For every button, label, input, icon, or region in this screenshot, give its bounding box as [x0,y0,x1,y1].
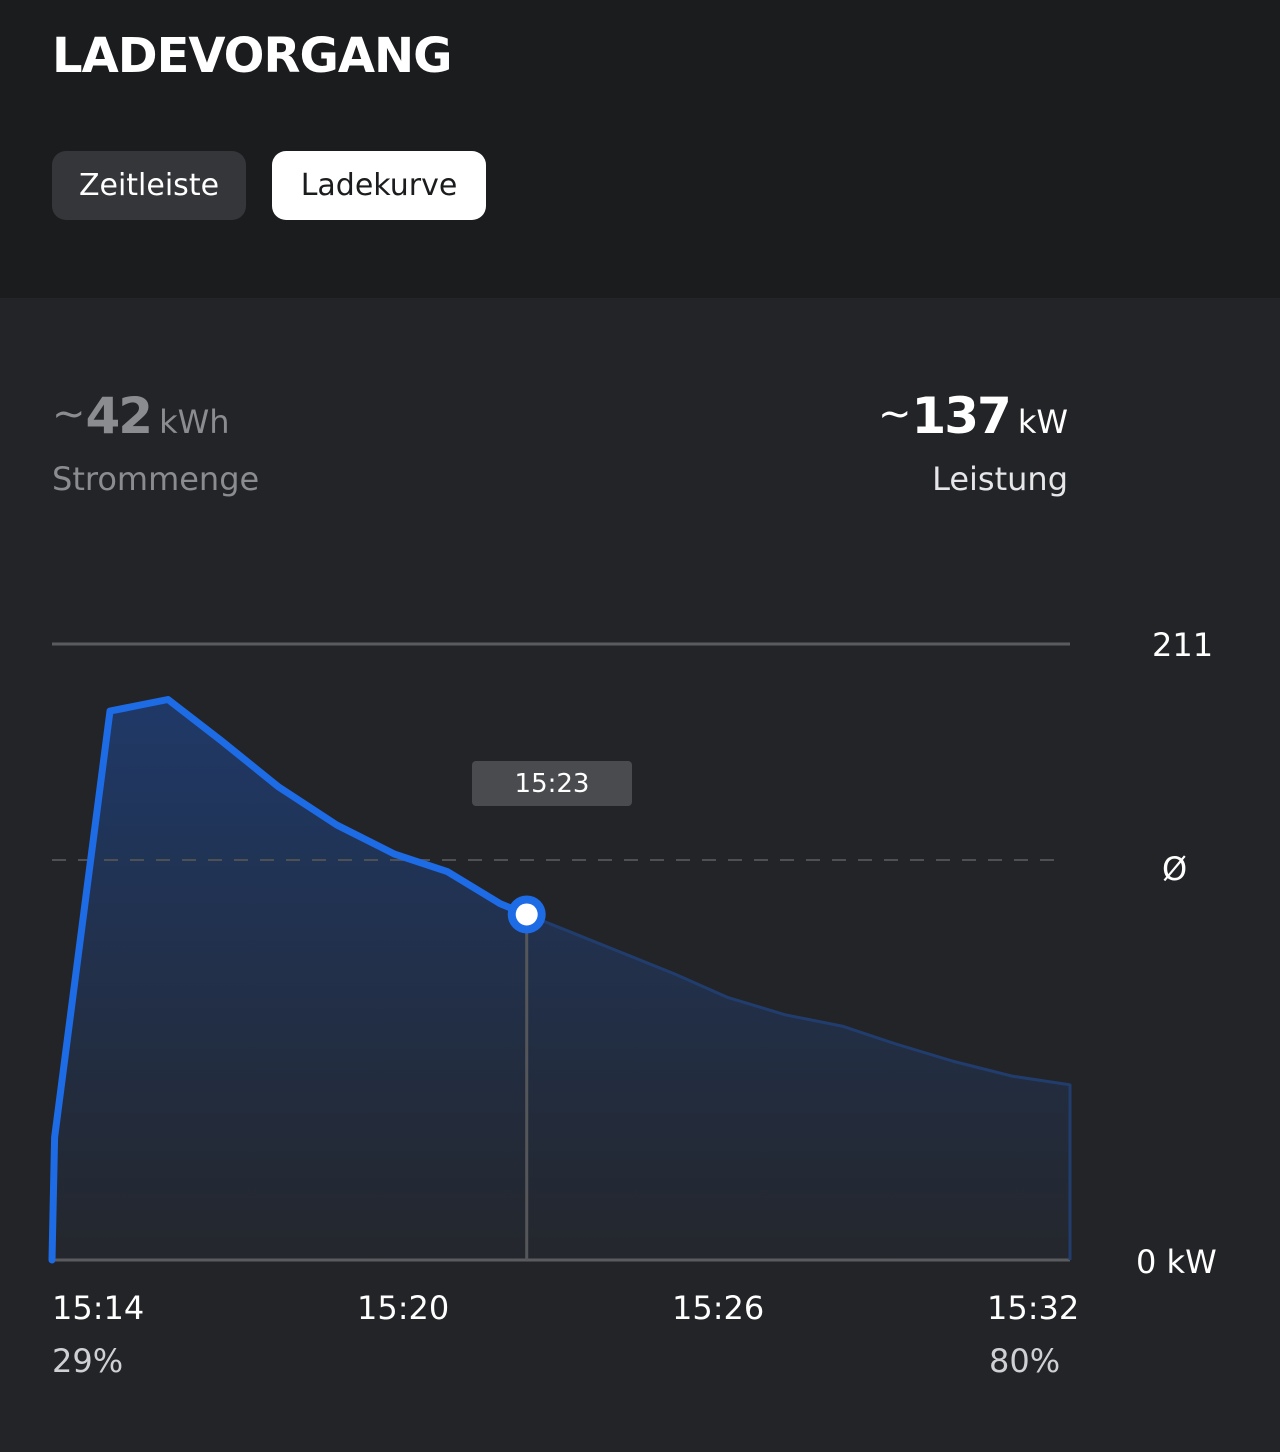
tab-ladekurve[interactable]: Ladekurve [272,151,486,220]
energy-prefix: ~ [52,391,86,437]
energy-unit: kWh [159,403,230,441]
energy-stat: ~42 kWh Strommenge [52,384,259,498]
y-label-average: Ø [1162,850,1188,888]
x-label-3: 15:26 [672,1289,765,1327]
soc-start: 29% [52,1342,124,1380]
power-stat: ~137 kW Leistung [878,384,1068,498]
soc-end: 80% [989,1342,1061,1380]
header: LADEVORGANG Zeitleiste Ladekurve [0,0,1280,298]
energy-label: Strommenge [52,460,260,498]
energy-value: 42 [85,387,154,445]
page-title: LADEVORGANG [52,28,453,84]
time-tooltip: 15:23 [472,761,632,806]
x-label-start: 15:14 [52,1289,145,1327]
x-label-2: 15:20 [357,1289,450,1327]
chart-line-rest [526,913,1072,1260]
chart-area-fill [52,699,1070,1260]
y-label-zero: 0 kW [1136,1243,1217,1281]
power-value: 137 [911,387,1011,445]
chart-selected-point [515,903,538,926]
x-label-end: 15:32 [987,1289,1080,1327]
power-label: Leistung [932,460,1068,498]
y-label-max: 211 [1152,626,1214,664]
charging-curve-chart[interactable] [0,600,1280,1300]
chart-line-active [48,696,531,1264]
power-unit: kW [1017,403,1068,441]
tab-zeitleiste[interactable]: Zeitleiste [52,151,246,220]
power-prefix: ~ [877,391,912,437]
